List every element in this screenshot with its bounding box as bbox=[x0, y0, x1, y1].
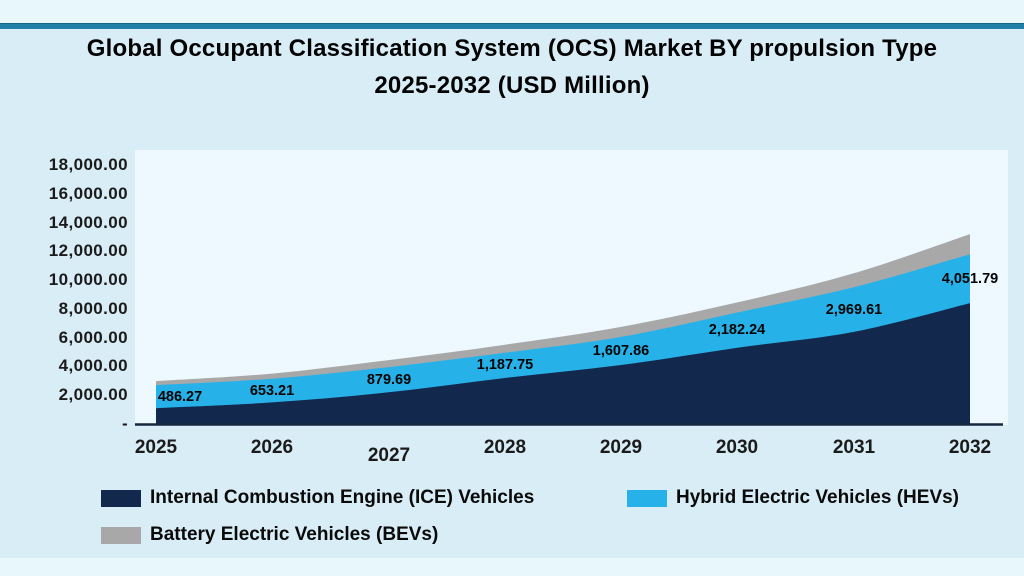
y-tick-label: 10,000.00 bbox=[48, 270, 128, 289]
x-tick-label: 2030 bbox=[715, 437, 759, 458]
x-tick-label: 2027 bbox=[367, 445, 411, 466]
legend-label-bev: Battery Electric Vehicles (BEVs) bbox=[150, 524, 439, 545]
legend-swatch-bev bbox=[101, 526, 141, 544]
x-tick-label: 2029 bbox=[599, 437, 643, 458]
legend-label-ice: Internal Combustion Engine (ICE) Vehicle… bbox=[150, 487, 535, 508]
data-label: 1,187.75 bbox=[476, 357, 534, 373]
legend-swatch-hev bbox=[627, 489, 667, 507]
chart-title-line2: 2025-2032 (USD Million) bbox=[374, 72, 650, 99]
data-label: 1,607.86 bbox=[592, 343, 650, 359]
data-label: 4,051.79 bbox=[941, 271, 999, 287]
y-tick-label: 4,000.00 bbox=[58, 356, 128, 375]
y-tick-label: 8,000.00 bbox=[58, 299, 128, 318]
chart-title: Global Occupant Classification System (O… bbox=[0, 30, 1024, 104]
top-border-stripe bbox=[0, 23, 1024, 29]
y-tick-label: 2,000.00 bbox=[58, 385, 128, 404]
legend-item-ice: Internal Combustion Engine (ICE) Vehicle… bbox=[101, 487, 535, 508]
y-tick-label: 18,000.00 bbox=[48, 155, 128, 174]
data-label: 879.69 bbox=[366, 372, 412, 388]
x-tick-label: 2032 bbox=[948, 437, 992, 458]
data-label: 653.21 bbox=[249, 383, 295, 399]
y-tick-label: 16,000.00 bbox=[48, 184, 128, 203]
x-tick-label: 2026 bbox=[250, 437, 294, 458]
y-tick-label: - bbox=[121, 414, 128, 433]
y-tick-label: 14,000.00 bbox=[48, 213, 128, 232]
legend-label-hev: Hybrid Electric Vehicles (HEVs) bbox=[676, 487, 960, 508]
area-layer-0 bbox=[156, 303, 970, 424]
y-tick-label: 12,000.00 bbox=[48, 241, 128, 260]
chart-title-line1: Global Occupant Classification System (O… bbox=[86, 35, 938, 62]
x-tick-label: 2028 bbox=[483, 437, 527, 458]
legend-item-hev: Hybrid Electric Vehicles (HEVs) bbox=[627, 487, 960, 508]
legend-item-bev: Battery Electric Vehicles (BEVs) bbox=[101, 524, 439, 545]
y-tick-label: 6,000.00 bbox=[58, 328, 128, 347]
data-label: 2,182.24 bbox=[708, 322, 766, 338]
data-label: 486.27 bbox=[157, 389, 203, 405]
x-tick-label: 2025 bbox=[134, 437, 178, 458]
data-label: 2,969.61 bbox=[825, 302, 883, 318]
x-tick-label: 2031 bbox=[832, 437, 876, 458]
legend-swatch-ice bbox=[101, 489, 141, 507]
